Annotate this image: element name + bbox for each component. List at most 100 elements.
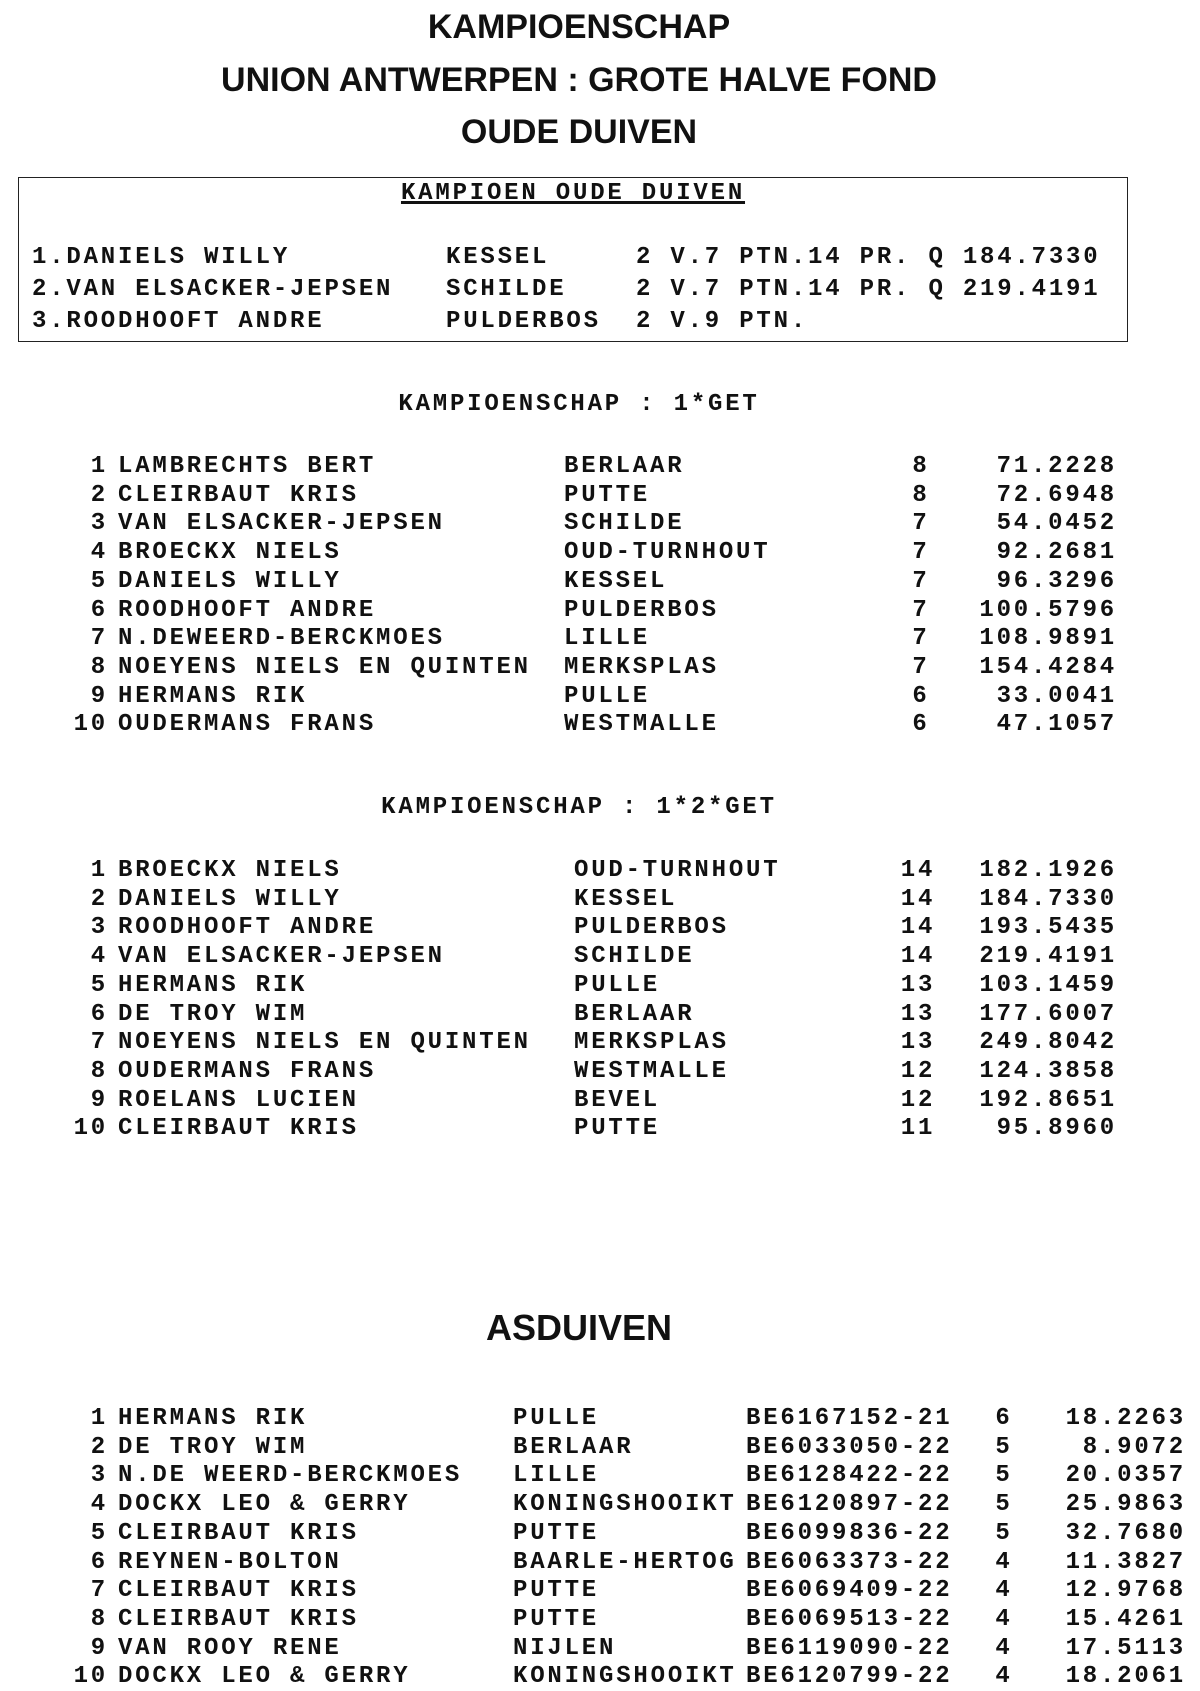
name: VAN ELSACKER-JEPSEN: [118, 510, 445, 538]
asduiven-heading: ASDUIVEN: [485, 1307, 673, 1348]
name: DE TROY WIM: [118, 1433, 308, 1461]
value: 92.2681: [996, 539, 1117, 567]
rank: 3: [90, 1462, 108, 1490]
name: N.DEWEERD-BERCKMOES: [118, 625, 445, 653]
count: 14: [900, 943, 936, 971]
count: 5: [995, 1519, 1013, 1547]
town: KONINGSHOOIKT: [513, 1663, 737, 1691]
rank: 3: [90, 510, 108, 538]
name: CLEIRBAUT KRIS: [118, 1605, 359, 1633]
value: 33.0041: [996, 682, 1117, 710]
title-line-2: UNION ANTWERPEN : GROTE HALVE FOND: [221, 61, 937, 99]
name: DANIELS WILLY: [118, 567, 342, 595]
count: 7: [912, 653, 930, 681]
value: 71.2228: [996, 453, 1117, 480]
value: 103.1459: [979, 971, 1117, 999]
ring-number: BE6069513-22: [746, 1605, 953, 1633]
count: 8: [912, 453, 930, 480]
name: CLEIRBAUT KRIS: [118, 1115, 359, 1143]
count: 4: [995, 1577, 1013, 1605]
rank: 3: [90, 914, 108, 942]
rank: 2: [90, 481, 108, 509]
rank: 10: [73, 1663, 108, 1691]
count: 11: [900, 1115, 936, 1143]
value: 154.4284: [979, 653, 1117, 681]
town: PUTTE: [513, 1577, 600, 1605]
champion-town: SCHILDE: [446, 276, 567, 303]
champion-box: KAMPIOEN OUDE DUIVEN 1.DANIELS WILLY KESS…: [18, 177, 1128, 342]
name: HERMANS RIK: [118, 682, 308, 710]
rank: 7: [90, 1577, 108, 1605]
rank: 10: [73, 711, 108, 739]
rank: 1: [90, 1405, 108, 1432]
value: 182.1926: [979, 857, 1117, 884]
rank: 5: [90, 1519, 108, 1547]
champion-detail: 2 V.7 PTN.14 PR. Q 219.4191: [636, 276, 1101, 303]
rank: 10: [73, 1115, 108, 1143]
rank: 7: [90, 1029, 108, 1057]
value: 25.9863: [1065, 1491, 1186, 1519]
name: N.DE WEERD-BERCKMOES: [118, 1462, 463, 1490]
name: HERMANS RIK: [118, 1405, 308, 1432]
town: PULLE: [574, 971, 661, 999]
value: 96.3296: [996, 567, 1117, 595]
rank: 7: [90, 625, 108, 653]
ring-number: BE6120897-22: [746, 1491, 953, 1519]
title-line-1: KAMPIOENSCHAP: [427, 8, 731, 46]
town: WESTMALLE: [574, 1057, 729, 1085]
name: OUDERMANS FRANS: [118, 1057, 377, 1085]
rank: 4: [90, 943, 108, 971]
count: 8: [912, 481, 930, 509]
rank: 4: [90, 539, 108, 567]
count: 4: [995, 1663, 1013, 1691]
town: KONINGSHOOIKT: [513, 1491, 737, 1519]
value: 124.3858: [979, 1057, 1117, 1085]
value: 47.1057: [996, 711, 1117, 739]
town: BERLAAR: [574, 1000, 695, 1028]
name: VAN ROOY RENE: [118, 1634, 342, 1662]
name: DE TROY WIM: [118, 1000, 308, 1028]
value: 54.0452: [996, 510, 1117, 538]
count: 14: [900, 914, 936, 942]
ring-number: BE6069409-22: [746, 1577, 953, 1605]
count: 12: [900, 1086, 936, 1114]
section2-heading: KAMPIOENSCHAP : 1*2*GET: [381, 794, 777, 821]
name: HERMANS RIK: [118, 971, 308, 999]
town: SCHILDE: [564, 510, 685, 538]
value: 20.0357: [1065, 1462, 1186, 1490]
rank: 6: [90, 1000, 108, 1028]
count: 7: [912, 596, 930, 624]
town: PULDERBOS: [564, 596, 719, 624]
value: 8.9072: [1082, 1433, 1186, 1461]
value: 11.3827: [1065, 1548, 1186, 1576]
name: NOEYENS NIELS EN QUINTEN: [118, 653, 531, 681]
value: 193.5435: [979, 914, 1117, 942]
town: OUD-TURNHOUT: [564, 539, 771, 567]
count: 6: [912, 682, 930, 710]
count: 7: [912, 510, 930, 538]
name: BROECKX NIELS: [118, 857, 342, 884]
name: NOEYENS NIELS EN QUINTEN: [118, 1029, 531, 1057]
town: BERLAAR: [564, 453, 685, 480]
name: VAN ELSACKER-JEPSEN: [118, 943, 445, 971]
name: BROECKX NIELS: [118, 539, 342, 567]
champion-name: 1.DANIELS WILLY: [32, 244, 291, 271]
count: 4: [995, 1634, 1013, 1662]
count: 4: [995, 1605, 1013, 1633]
title-line-3: OUDE DUIVEN: [460, 113, 698, 151]
rank: 1: [90, 453, 108, 480]
value: 108.9891: [979, 625, 1117, 653]
name: ROODHOOFT ANDRE: [118, 596, 377, 624]
name: CLEIRBAUT KRIS: [118, 1519, 359, 1547]
rank: 6: [90, 596, 108, 624]
value: 72.6948: [996, 481, 1117, 509]
town: MERKSPLAS: [574, 1029, 729, 1057]
rank: 5: [90, 567, 108, 595]
town: PUTTE: [513, 1519, 600, 1547]
count: 14: [900, 885, 936, 913]
champion-name: 3.ROODHOOFT ANDRE: [32, 308, 325, 335]
value: 177.6007: [979, 1000, 1117, 1028]
ring-number: BE6119090-22: [746, 1634, 953, 1662]
rank: 6: [90, 1548, 108, 1576]
value: 100.5796: [979, 596, 1117, 624]
